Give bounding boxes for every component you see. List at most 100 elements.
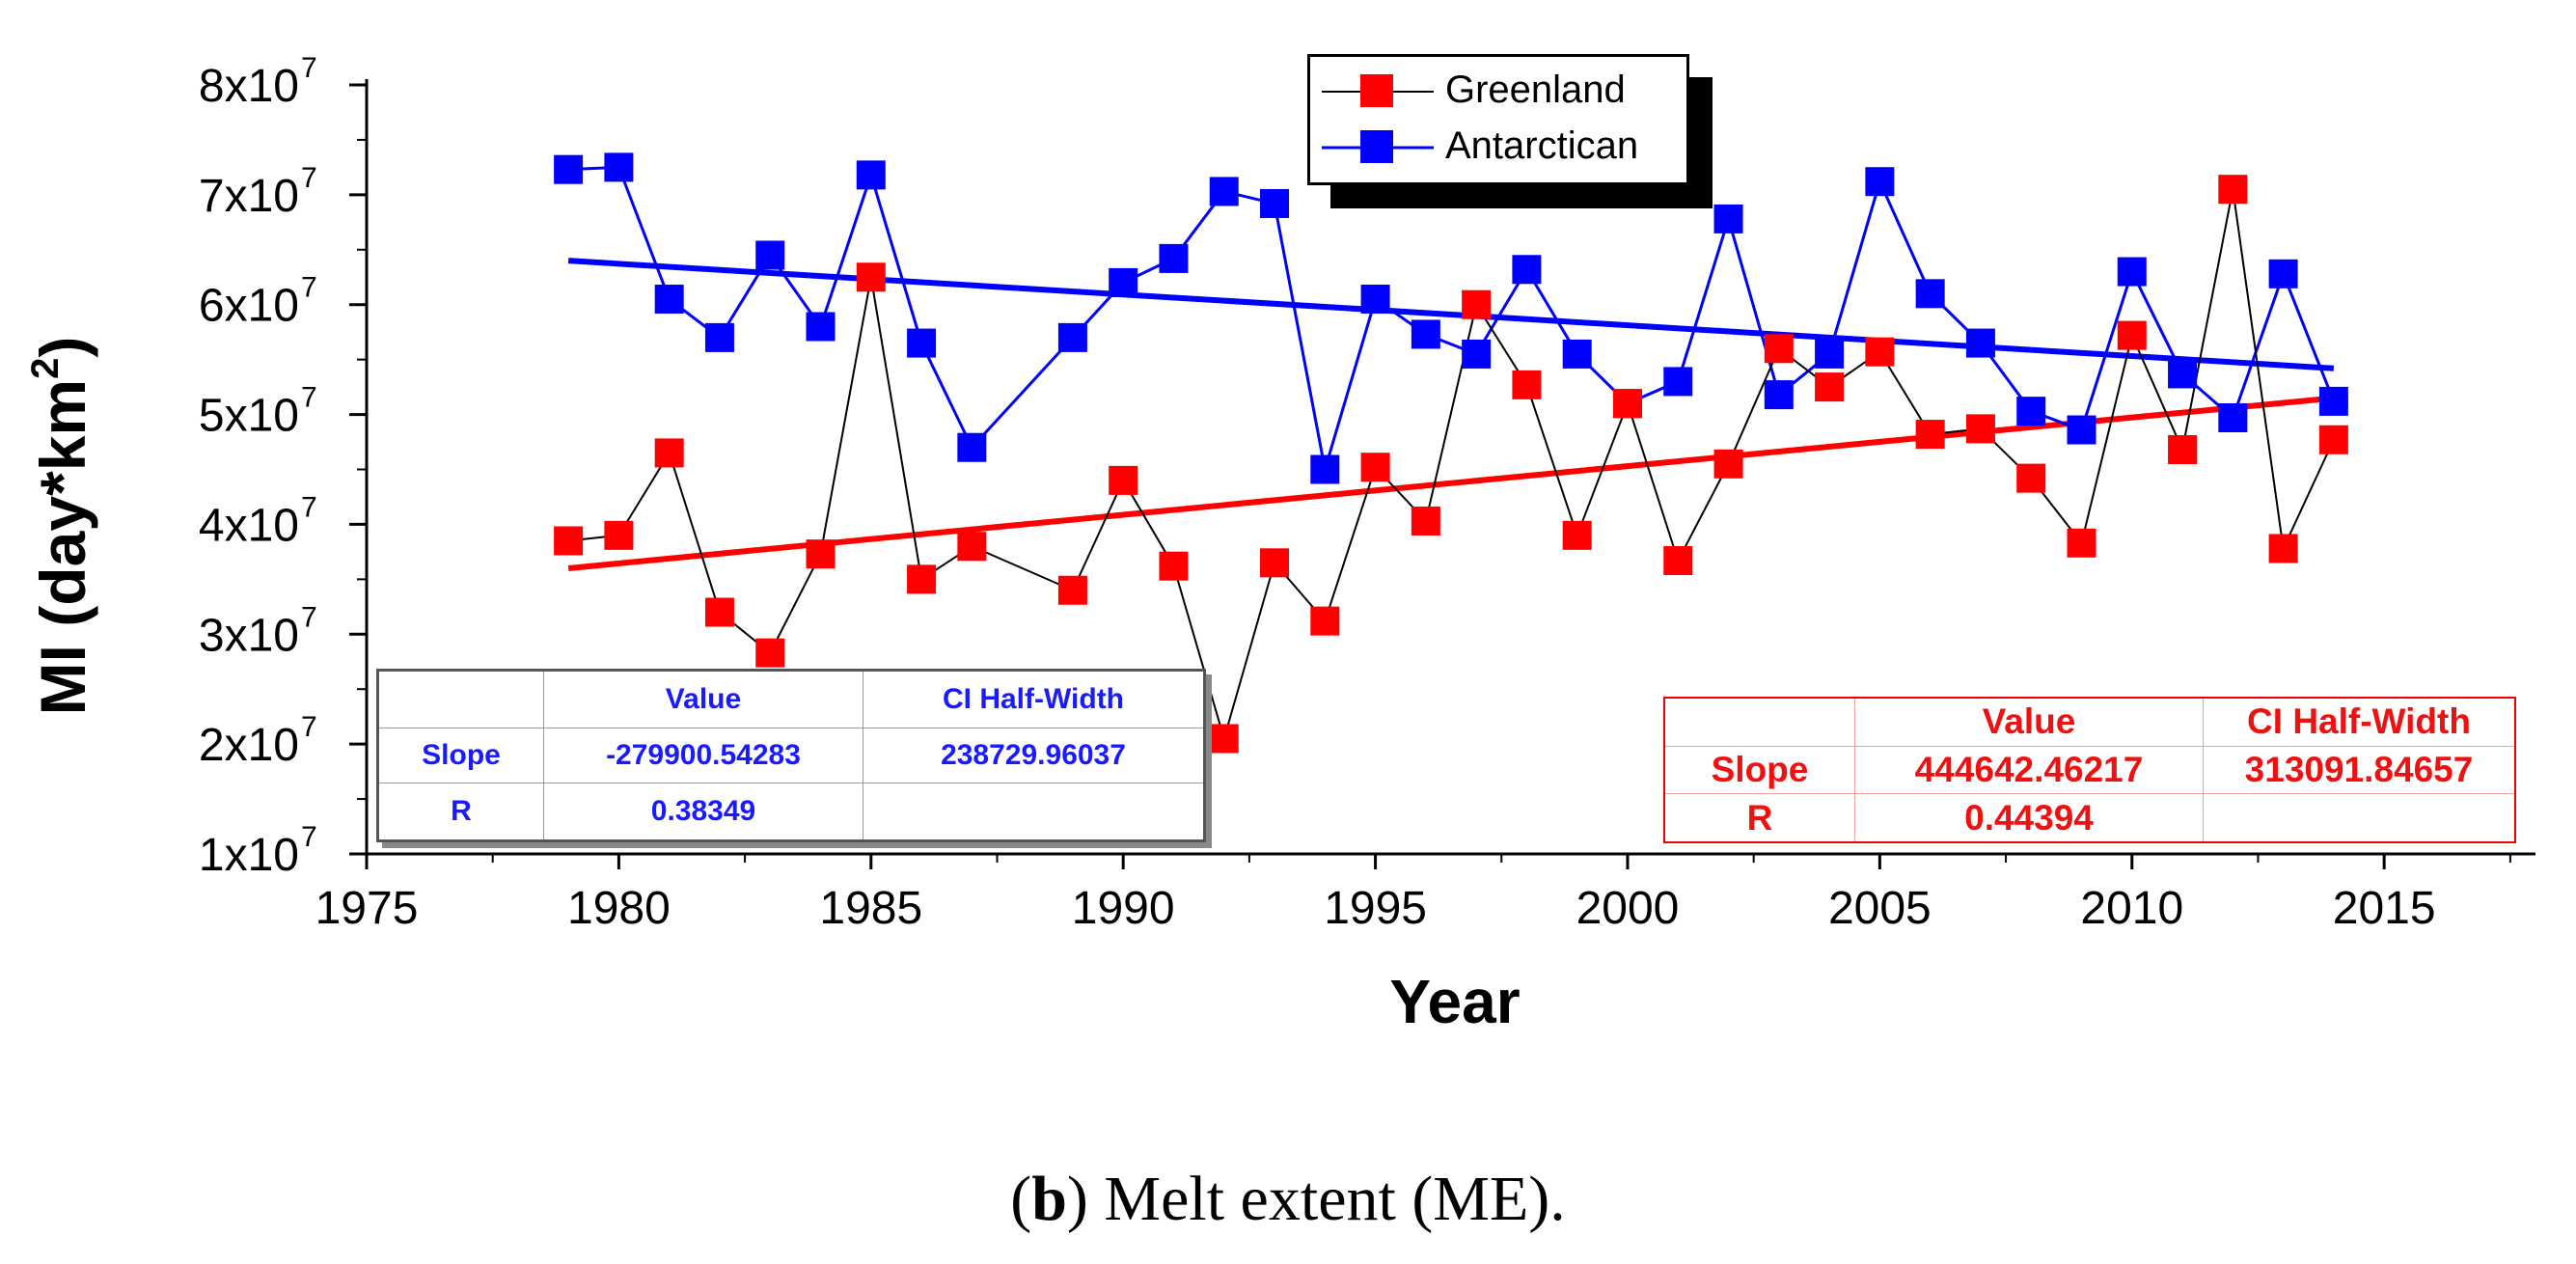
data-point-antarctican — [554, 154, 584, 184]
trend-line-greenland — [567, 395, 2335, 571]
x-tick-label: 1985 — [819, 883, 922, 934]
x-tick-label: 1980 — [567, 883, 671, 934]
data-point-greenland — [1562, 520, 1592, 550]
data-point-greenland — [1713, 449, 1743, 479]
data-point-greenland — [755, 638, 785, 668]
data-point-antarctican — [2218, 402, 2248, 432]
caption-text: Melt extent (ME). — [1087, 1164, 1566, 1234]
data-point-greenland — [2168, 435, 2198, 465]
data-point-greenland — [1209, 724, 1239, 754]
data-point-greenland — [604, 520, 634, 550]
legend-marker-antarctican — [1322, 130, 1434, 163]
data-point-antarctican — [1512, 255, 1542, 285]
data-point-greenland — [1260, 548, 1290, 578]
x-tick-label: 2010 — [2080, 883, 2183, 934]
data-point-antarctican — [1915, 279, 1945, 309]
table-row-r: R 0.38349 — [377, 783, 1205, 841]
legend-label-greenland: Greenland — [1445, 69, 1626, 111]
data-point-antarctican — [806, 312, 836, 342]
data-point-antarctican — [2117, 257, 2147, 287]
table-cell-r-value: 0.38349 — [543, 783, 863, 841]
table-cell-slope-ci: 238729.96037 — [863, 727, 1205, 784]
table-header-value: Value — [543, 670, 863, 728]
data-point-greenland — [1612, 389, 1642, 419]
data-point-greenland — [1764, 334, 1794, 364]
data-point-antarctican — [1462, 339, 1492, 369]
data-point-antarctican — [1562, 339, 1592, 369]
data-point-antarctican — [1713, 204, 1743, 234]
data-point-antarctican — [957, 432, 987, 462]
series-lines — [568, 165, 2336, 743]
data-point-antarctican — [1764, 380, 1794, 410]
y-tick-label: 5x10 — [199, 391, 299, 442]
legend: Greenland Antarctican — [1307, 54, 1689, 185]
y-label-main: MI (day*km — [27, 379, 98, 715]
data-point-greenland — [1865, 337, 1895, 367]
data-point-greenland — [907, 564, 937, 594]
data-point-antarctican — [654, 285, 684, 315]
legend-marker-greenland — [1322, 74, 1434, 107]
y-tick-label: 8x10 — [199, 61, 299, 112]
data-point-antarctican — [1310, 454, 1340, 484]
y-tick-exponent: 7 — [301, 491, 317, 523]
data-point-antarctican — [1057, 322, 1087, 352]
data-point-greenland — [1360, 453, 1390, 482]
data-point-antarctican — [2268, 259, 2298, 289]
data-point-greenland — [1109, 465, 1138, 495]
data-point-greenland — [1310, 606, 1340, 636]
y-label-close: ) — [27, 337, 98, 358]
data-point-greenland — [704, 597, 734, 627]
table-cell-slope-label: Slope — [1663, 745, 1855, 795]
x-tick-label: 2015 — [2333, 883, 2436, 934]
y-tick-label: 4x10 — [199, 500, 299, 551]
x-tick-label: 1990 — [1072, 883, 1175, 934]
y-tick-label: 3x10 — [199, 610, 299, 661]
table-cell-r-ci — [863, 783, 1205, 841]
series-line-greenland — [568, 188, 2335, 743]
legend-item-antarctican: Antarctican — [1310, 119, 1686, 177]
y-tick-label: 6x10 — [199, 281, 299, 332]
y-tick-exponent: 7 — [301, 601, 317, 633]
table-cell-slope-value: -279900.54283 — [543, 727, 863, 784]
data-point-greenland — [1462, 289, 1492, 319]
data-point-greenland — [1159, 551, 1189, 581]
table-header-value: Value — [1854, 697, 2204, 747]
table-cell-r-label: R — [1663, 793, 1855, 843]
data-point-antarctican — [1815, 339, 1845, 369]
data-point-antarctican — [2067, 415, 2096, 445]
data-point-greenland — [2016, 463, 2046, 493]
figure-caption: (b) Melt extent (ME). — [0, 1163, 2576, 1236]
table-row-slope: Slope 444642.46217 313091.84657 — [1663, 745, 2516, 795]
data-point-antarctican — [856, 160, 886, 190]
data-point-antarctican — [755, 240, 785, 270]
table-row-r: R 0.44394 — [1663, 793, 2516, 843]
x-tick-label: 2000 — [1576, 883, 1680, 934]
table-row-slope: Slope -279900.54283 238729.96037 — [377, 727, 1205, 784]
data-point-greenland — [1057, 575, 1087, 605]
data-point-antarctican — [2168, 359, 2198, 389]
data-point-greenland — [957, 532, 987, 562]
table-cell — [1663, 697, 1855, 747]
data-point-greenland — [2218, 175, 2248, 205]
data-point-antarctican — [2318, 386, 2348, 416]
table-header-ci: CI Half-Width — [2203, 697, 2516, 747]
data-point-greenland — [1663, 546, 1693, 576]
data-point-greenland — [2067, 528, 2096, 558]
table-cell-slope-label: Slope — [377, 727, 544, 784]
y-tick-label: 7x10 — [199, 171, 299, 222]
table-header-ci: CI Half-Width — [863, 670, 1205, 728]
caption-open: ( — [1010, 1164, 1032, 1234]
greenland-stats-table: Value CI Half-Width Slope 444642.46217 3… — [1663, 697, 2516, 843]
data-point-antarctican — [604, 152, 634, 182]
x-axis-label: Year — [1389, 967, 1520, 1036]
markers — [554, 152, 2348, 754]
y-label-superscript: 2 — [24, 358, 67, 379]
data-point-antarctican — [2016, 397, 2046, 426]
data-point-greenland — [1512, 370, 1542, 399]
data-point-greenland — [2318, 425, 2348, 454]
y-axis-label: MI (day*km2) — [24, 337, 98, 716]
y-tick-exponent: 7 — [301, 272, 317, 304]
table-header-row: Value CI Half-Width — [377, 670, 1205, 728]
